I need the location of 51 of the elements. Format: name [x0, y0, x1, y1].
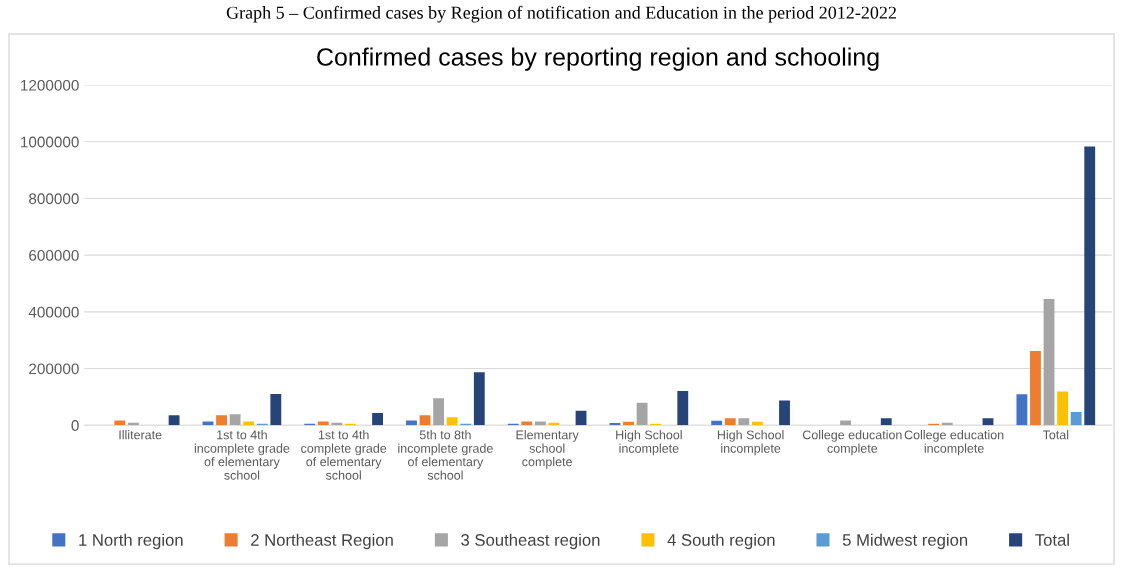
- x-tick-label: High School incomplete: [717, 430, 784, 456]
- legend-label: Total: [1035, 533, 1069, 546]
- y-tick-label: 400000: [28, 306, 79, 318]
- bar: [1016, 394, 1028, 426]
- y-tick-label: 0: [71, 420, 79, 431]
- legend-label: 4 South region: [667, 533, 775, 550]
- x-tick-label: 1st to 4th complete grade of elementary school: [301, 430, 387, 480]
- x-tick-label: Elementary school complete: [516, 430, 579, 469]
- y-tick-label: 200000: [29, 363, 79, 375]
- bar: [711, 420, 723, 426]
- legend-label: 5 Midwest region: [842, 533, 968, 550]
- legend-label: 2 Northeast Region: [251, 533, 393, 550]
- x-tick-label: College education complete: [802, 430, 902, 456]
- bar: [419, 415, 431, 426]
- bar: [446, 417, 458, 426]
- bar: [724, 418, 736, 426]
- x-tick-label: High School incomplete: [616, 430, 682, 456]
- bar: [1043, 299, 1055, 426]
- bar: [779, 400, 790, 426]
- caption: Graph 5 – Confirmed cases by Region of notification and Education in the period 2012-2022: [226, 5, 896, 23]
- x-tick-label: 5th to 8th incomplete grade of elementary school: [398, 430, 493, 480]
- chart-title: Confirmed cases by reporting region and schooling: [317, 47, 879, 71]
- bar: [677, 390, 689, 426]
- bar: [738, 418, 750, 426]
- bar: [372, 413, 383, 426]
- bar: [840, 420, 851, 426]
- bar: [270, 394, 282, 426]
- bar: [406, 420, 417, 426]
- legend-label: 3 Southeast region: [461, 533, 600, 550]
- bar: [114, 420, 126, 426]
- x-tick-label: Total: [1042, 430, 1069, 440]
- bar: [229, 414, 241, 426]
- bar: [216, 415, 227, 426]
- bar: [636, 402, 648, 426]
- bar: [982, 418, 994, 426]
- bar: [880, 418, 892, 426]
- bar: [433, 398, 445, 426]
- legend-label: 1 North region: [79, 533, 183, 550]
- bar: [1084, 146, 1096, 426]
- y-tick-label: 600000: [29, 250, 79, 261]
- x-tick-label: College education incomplete: [904, 430, 1004, 456]
- y-tick-label: 1000000: [21, 136, 79, 148]
- bar: [1030, 350, 1041, 426]
- bar: [1057, 391, 1069, 426]
- x-tick-label: 1st to 4th incomplete grade of elementary school: [194, 430, 290, 480]
- y-tick-label: 800000: [29, 193, 79, 205]
- bar: [473, 372, 485, 426]
- y-tick-label: 1200000: [21, 79, 79, 91]
- bar: [1070, 411, 1082, 426]
- bar: [168, 415, 180, 426]
- x-tick-label: Illiterate: [119, 430, 162, 440]
